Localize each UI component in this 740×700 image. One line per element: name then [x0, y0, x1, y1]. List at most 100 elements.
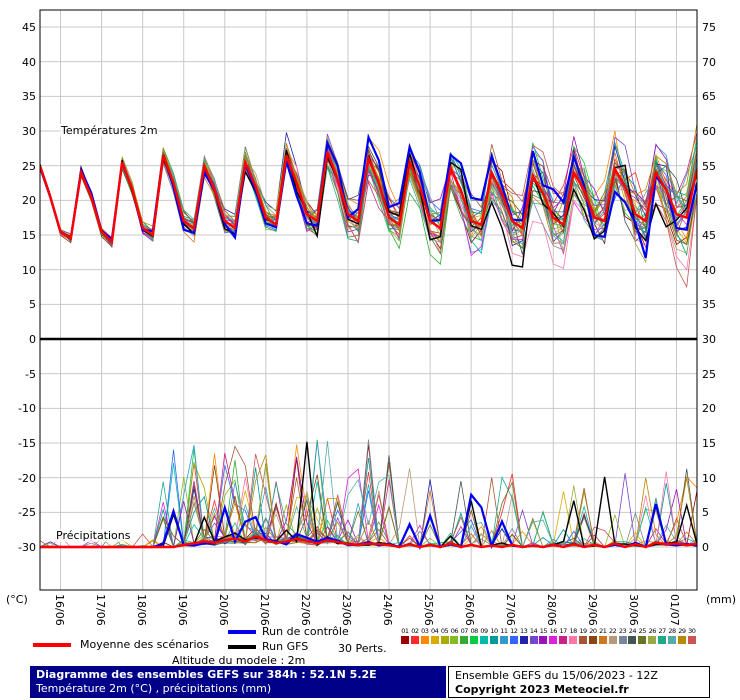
pert-color-swatch — [648, 636, 657, 644]
pert-column: 07 — [459, 627, 469, 644]
pert-column: 03 — [420, 627, 430, 644]
right-axis-tick: 70 — [702, 55, 716, 69]
chart-title: Diagramme des ensembles GEFS sur 384h : … — [36, 668, 377, 681]
copyright: Copyright 2023 Meteociel.fr — [455, 683, 629, 696]
pert-column: 30 — [687, 627, 697, 644]
control-line-swatch — [228, 630, 256, 634]
pert-number: 26 — [648, 627, 657, 635]
left-axis-tick: -20 — [18, 471, 36, 485]
x-axis-label: 18/06 — [134, 594, 148, 626]
pert-column: 23 — [618, 627, 628, 644]
pert-precip-line — [40, 448, 697, 548]
x-axis-label: 01/07 — [668, 594, 682, 626]
gfs-line-swatch — [228, 645, 256, 649]
pert-column: 13 — [519, 627, 529, 644]
right-axis-tick: 40 — [702, 263, 716, 277]
pert-number: 24 — [628, 627, 637, 635]
x-axis-label: 16/06 — [52, 594, 66, 626]
pert-column: 10 — [489, 627, 499, 644]
right-axis-tick: 15 — [702, 436, 716, 450]
pert-column: 20 — [588, 627, 598, 644]
pert-column: 11 — [499, 627, 509, 644]
precipitation-panel-label: Précipitations — [55, 529, 132, 542]
pert-color-swatch — [549, 636, 558, 644]
pert-number: 07 — [460, 627, 469, 635]
pert-color-swatch — [509, 636, 518, 644]
pert-number: 03 — [421, 627, 429, 635]
right-axis-tick: 55 — [702, 159, 716, 173]
pert-precip-line — [40, 439, 697, 548]
chart-title-box: Diagramme des ensembles GEFS sur 384h : … — [30, 666, 446, 698]
right-axis-tick: 10 — [702, 471, 716, 485]
pert-number: 29 — [678, 627, 686, 635]
left-axis-tick: 40 — [22, 55, 36, 69]
pert-precip-line — [40, 453, 697, 548]
pert-precip-line — [40, 468, 697, 548]
pert-precip-line — [40, 462, 697, 548]
pert-number: 10 — [490, 627, 498, 635]
pert-color-swatch — [519, 636, 528, 644]
pert-color-swatch — [598, 636, 607, 644]
pert-color-swatch — [529, 636, 538, 644]
pert-strip: 01 02 03 04 05 06 07 08 09 10 11 12 13 14 15 16 17 18 19 20… — [400, 627, 697, 644]
pert-color-swatch — [618, 636, 627, 644]
pert-number: 17 — [559, 627, 568, 635]
pert-column: 28 — [667, 627, 677, 644]
pert-column: 15 — [538, 627, 548, 644]
pert-column: 27 — [657, 627, 667, 644]
pert-number: 13 — [519, 627, 528, 635]
pert-color-swatch — [578, 636, 587, 644]
pert-precip-line — [40, 452, 697, 548]
pert-precip-line — [40, 454, 697, 548]
altitude-label: Altitude du modele : 2m — [172, 654, 306, 667]
pert-color-swatch — [677, 636, 686, 644]
pert-number: 11 — [500, 627, 508, 635]
pert-number: 08 — [470, 627, 479, 635]
x-axis-label: 28/06 — [545, 594, 559, 626]
pert-number: 15 — [539, 627, 548, 635]
pert-number: 14 — [529, 627, 538, 635]
left-axis-unit: (°C) — [6, 593, 28, 606]
pert-column: 29 — [677, 627, 687, 644]
left-axis-tick: 45 — [22, 21, 36, 34]
pert-temp-line — [40, 140, 697, 255]
pert-number: 25 — [638, 627, 647, 635]
pert-color-swatch — [489, 636, 498, 644]
pert-number: 19 — [579, 627, 587, 635]
pert-column: 06 — [449, 627, 459, 644]
right-axis-tick: 30 — [702, 332, 716, 346]
right-axis-tick: 45 — [702, 228, 716, 242]
pert-color-swatch — [667, 636, 676, 644]
right-axis-tick: 35 — [702, 298, 716, 312]
pert-precip-line — [40, 441, 697, 548]
pert-number: 02 — [411, 627, 419, 635]
pert-number: 16 — [549, 627, 558, 635]
pert-precip-line — [40, 439, 697, 548]
left-axis-tick: 5 — [29, 298, 36, 312]
pert-color-swatch — [499, 636, 508, 644]
x-axis-label: 29/06 — [586, 594, 600, 626]
pert-color-swatch — [588, 636, 597, 644]
mean-temp-line — [40, 151, 697, 245]
pert-precip-line — [40, 455, 697, 548]
pert-precip-line — [40, 463, 697, 549]
pert-color-swatch — [539, 636, 548, 644]
pert-color-swatch — [658, 636, 667, 644]
pert-temp-line — [40, 136, 697, 246]
left-axis-tick: -25 — [18, 506, 36, 520]
pert-number: 21 — [599, 627, 607, 635]
control-line-label: Run de contrôle — [262, 625, 349, 638]
pert-column: 18 — [568, 627, 578, 644]
pert-column: 05 — [440, 627, 450, 644]
right-axis-tick: 75 — [702, 21, 716, 34]
pert-color-swatch — [460, 636, 469, 644]
left-axis-tick: -30 — [18, 540, 36, 554]
pert-precip-line — [40, 462, 697, 548]
pert-color-swatch — [430, 636, 439, 644]
pert-column: 25 — [637, 627, 647, 644]
right-axis-tick: 5 — [702, 506, 709, 520]
pert-precip-line — [40, 461, 697, 548]
